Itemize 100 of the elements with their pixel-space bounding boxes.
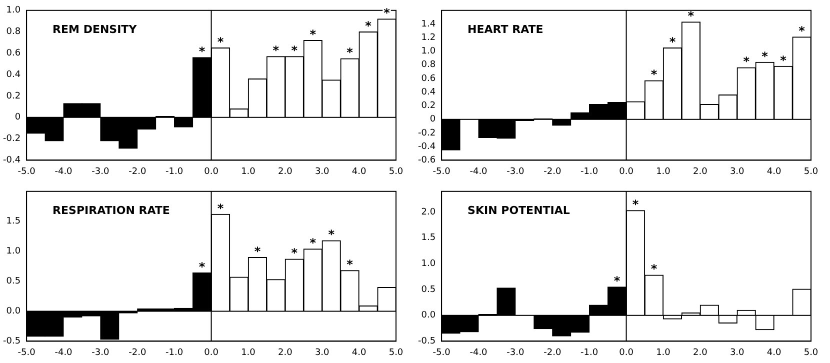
y-tick-label: 1.0 bbox=[6, 6, 21, 16]
annotation: * bbox=[688, 9, 695, 24]
annotation: * bbox=[217, 201, 224, 216]
annotation: * bbox=[328, 228, 336, 242]
x-tick-label: -3.0 bbox=[506, 348, 524, 358]
y-tick-label: -0.5 bbox=[418, 336, 436, 347]
x-tick-label: 1.0 bbox=[241, 166, 256, 177]
annotation: * bbox=[798, 24, 806, 38]
x-tick-label: 1.0 bbox=[656, 166, 671, 177]
text: SKIN POTENTIAL bbox=[468, 204, 570, 217]
annotation: * bbox=[346, 46, 354, 60]
annotation: * bbox=[632, 198, 640, 212]
x-tick-label: 1.0 bbox=[241, 348, 256, 358]
y-tick-label: 1.0 bbox=[6, 246, 21, 257]
y-tick-label: -0.6 bbox=[418, 156, 436, 166]
x-tick-label: -4.0 bbox=[54, 166, 73, 177]
x-tick-label: 5.0 bbox=[388, 348, 404, 358]
annotation: * bbox=[310, 27, 317, 42]
annotation: * bbox=[217, 34, 224, 49]
x-tick-label: -5.0 bbox=[432, 166, 451, 177]
annotation: * bbox=[650, 68, 658, 82]
x-tick-label: 4.0 bbox=[352, 166, 366, 177]
y-tick-label: -0.4 bbox=[3, 156, 21, 166]
x-tick-label: -1.0 bbox=[166, 166, 184, 177]
x-tick-label: 3.0 bbox=[314, 348, 330, 358]
x-tick-label: 2.0 bbox=[278, 348, 293, 358]
x-tick-label: 0.0 bbox=[619, 348, 634, 358]
x-tick-label: -3.0 bbox=[92, 348, 110, 358]
x-tick-label: 2.0 bbox=[278, 166, 293, 177]
annotation: * bbox=[198, 260, 206, 274]
annotation: * bbox=[762, 49, 769, 64]
y-tick-label: 0.4 bbox=[6, 70, 21, 80]
x-tick-label: -2.0 bbox=[544, 348, 562, 358]
x-tick-label: -1.0 bbox=[580, 348, 598, 358]
annotation: * bbox=[272, 44, 280, 58]
x-tick-label: 1.0 bbox=[656, 348, 671, 358]
y-tick-label: 0.2 bbox=[6, 91, 21, 102]
x-tick-label: 3.0 bbox=[314, 166, 330, 177]
y-tick-label: 1.5 bbox=[6, 216, 21, 227]
x-tick-label: 4.0 bbox=[766, 166, 782, 177]
y-tick-label: -0.4 bbox=[418, 142, 436, 152]
x-tick-label: 2.0 bbox=[693, 348, 708, 358]
x-tick-label: 0.0 bbox=[619, 166, 634, 177]
y-tick-label: 1.0 bbox=[421, 46, 436, 57]
y-tick-label: 0.8 bbox=[421, 60, 436, 70]
x-tick-label: 3.0 bbox=[730, 166, 745, 177]
annotation: * bbox=[780, 53, 788, 68]
y-tick-label: 0.5 bbox=[421, 284, 436, 295]
y-tick-label: 0.4 bbox=[421, 87, 436, 98]
x-tick-label: 0.0 bbox=[204, 166, 219, 177]
x-tick-label: -2.0 bbox=[128, 348, 146, 358]
annotation: * bbox=[198, 44, 206, 59]
annotation: * bbox=[743, 54, 750, 69]
y-tick-label: -0.2 bbox=[3, 134, 21, 144]
y-tick-label: -0.5 bbox=[3, 336, 21, 347]
y-tick-label: 0.0 bbox=[6, 306, 21, 317]
x-tick-label: 2.0 bbox=[693, 166, 708, 177]
x-tick-label: 4.0 bbox=[352, 348, 366, 358]
annotation: * bbox=[346, 258, 354, 272]
y-tick-label: 1.4 bbox=[421, 19, 436, 30]
annotation: * bbox=[669, 34, 676, 49]
y-tick-label: 2.0 bbox=[421, 207, 436, 218]
annotation: * bbox=[310, 236, 317, 250]
text: REM DENSITY bbox=[52, 22, 138, 36]
y-tick-label: 1.0 bbox=[421, 259, 436, 270]
x-tick-label: 5.0 bbox=[388, 166, 404, 177]
y-tick-label: 0.0 bbox=[421, 310, 436, 321]
y-tick-label: 0.6 bbox=[421, 74, 436, 84]
x-tick-label: 3.0 bbox=[730, 348, 745, 358]
y-tick-label: 0 bbox=[430, 114, 436, 125]
y-tick-label: 0 bbox=[14, 112, 21, 123]
text: HEART RATE bbox=[468, 22, 544, 36]
annotation: * bbox=[291, 246, 298, 260]
y-tick-label: 1.2 bbox=[421, 32, 436, 43]
annotation: * bbox=[614, 274, 621, 288]
x-tick-label: -5.0 bbox=[18, 166, 36, 177]
x-tick-label: -5.0 bbox=[432, 348, 451, 358]
x-tick-label: -2.0 bbox=[128, 166, 146, 177]
x-tick-label: -5.0 bbox=[18, 348, 36, 358]
y-tick-label: 1.5 bbox=[421, 233, 436, 244]
x-tick-label: -4.0 bbox=[470, 348, 488, 358]
annotation: * bbox=[291, 44, 298, 58]
annotation: * bbox=[254, 244, 262, 258]
annotation: * bbox=[384, 6, 391, 20]
x-tick-label: -3.0 bbox=[92, 166, 110, 177]
x-tick-label: 0.0 bbox=[204, 348, 219, 358]
annotation: * bbox=[365, 18, 372, 33]
x-tick-label: 5.0 bbox=[804, 166, 818, 177]
x-tick-label: 4.0 bbox=[766, 348, 782, 358]
y-tick-label: -0.2 bbox=[418, 128, 436, 138]
y-tick-label: 0.6 bbox=[6, 48, 21, 59]
y-tick-label: 0.5 bbox=[6, 276, 21, 287]
x-tick-label: -2.0 bbox=[544, 166, 562, 177]
x-tick-label: -4.0 bbox=[54, 348, 73, 358]
annotation: * bbox=[650, 262, 658, 276]
text: RESPIRATION RATE bbox=[52, 204, 170, 217]
x-tick-label: -1.0 bbox=[580, 166, 598, 177]
x-tick-label: -4.0 bbox=[470, 166, 488, 177]
x-tick-label: -3.0 bbox=[506, 166, 524, 177]
y-tick-label: 0.2 bbox=[421, 101, 436, 112]
